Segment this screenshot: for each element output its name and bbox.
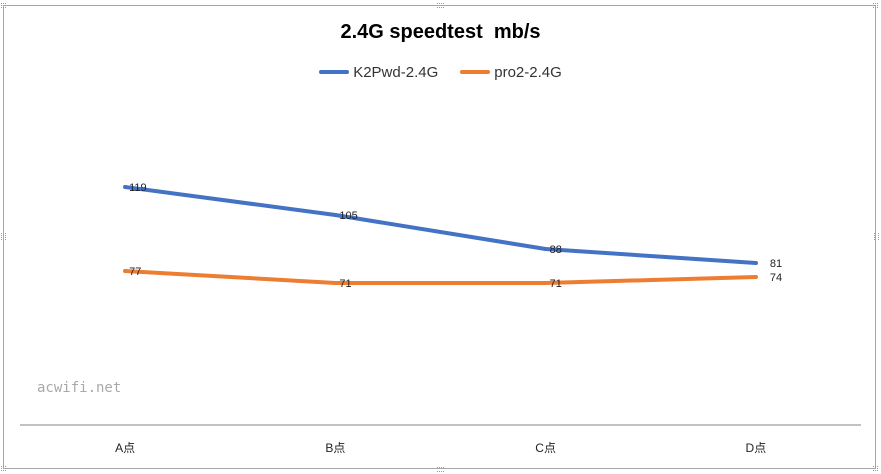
x-tick-label: B点 [325,441,345,455]
data-point [123,185,128,189]
data-point [543,281,548,285]
watermark-text: acwifi.net [37,380,122,396]
legend-swatch-series-1 [319,70,350,74]
data-point [333,281,338,285]
data-point [123,269,128,273]
data-label: 74 [770,272,782,284]
resize-handle-top-left[interactable] [1,3,6,8]
series-line-1 [123,185,758,265]
legend-item-series-2: pro2-2.4G [460,64,562,81]
x-tick-label: A点 [115,441,135,455]
chart-legend: K2Pwd-2.4G pro2-2.4G [0,62,881,82]
data-label: 119 [129,182,147,194]
data-label: 71 [339,278,351,290]
chart-area[interactable] [3,5,876,469]
resize-handle-top-right[interactable] [873,3,878,8]
legend-item-series-1: K2Pwd-2.4G [319,64,438,81]
data-label: 71 [550,278,562,290]
resize-handle-bottom[interactable] [437,467,444,472]
data-point [333,213,338,217]
legend-label-series-1: K2Pwd-2.4G [353,63,439,81]
data-point [753,275,758,279]
resize-handle-bottom-right[interactable] [873,466,878,471]
data-label: 77 [129,266,141,278]
series-line-2 [123,269,758,285]
resize-handle-top[interactable] [437,3,444,8]
data-point [543,247,548,251]
resize-handle-right[interactable] [874,233,879,240]
resize-handle-left[interactable] [1,233,6,240]
x-tick-label: C点 [535,441,556,455]
x-tick-label: D点 [746,441,767,455]
resize-handle-bottom-left[interactable] [1,466,6,471]
data-point [753,261,758,265]
data-label: 88 [550,244,562,256]
legend-label-series-2: pro2-2.4G [494,63,562,81]
legend-swatch-series-2 [460,70,491,74]
chart-title: 2.4G speedtest mb/s [340,21,541,43]
data-label: 105 [339,210,357,222]
data-label: 81 [770,258,782,270]
